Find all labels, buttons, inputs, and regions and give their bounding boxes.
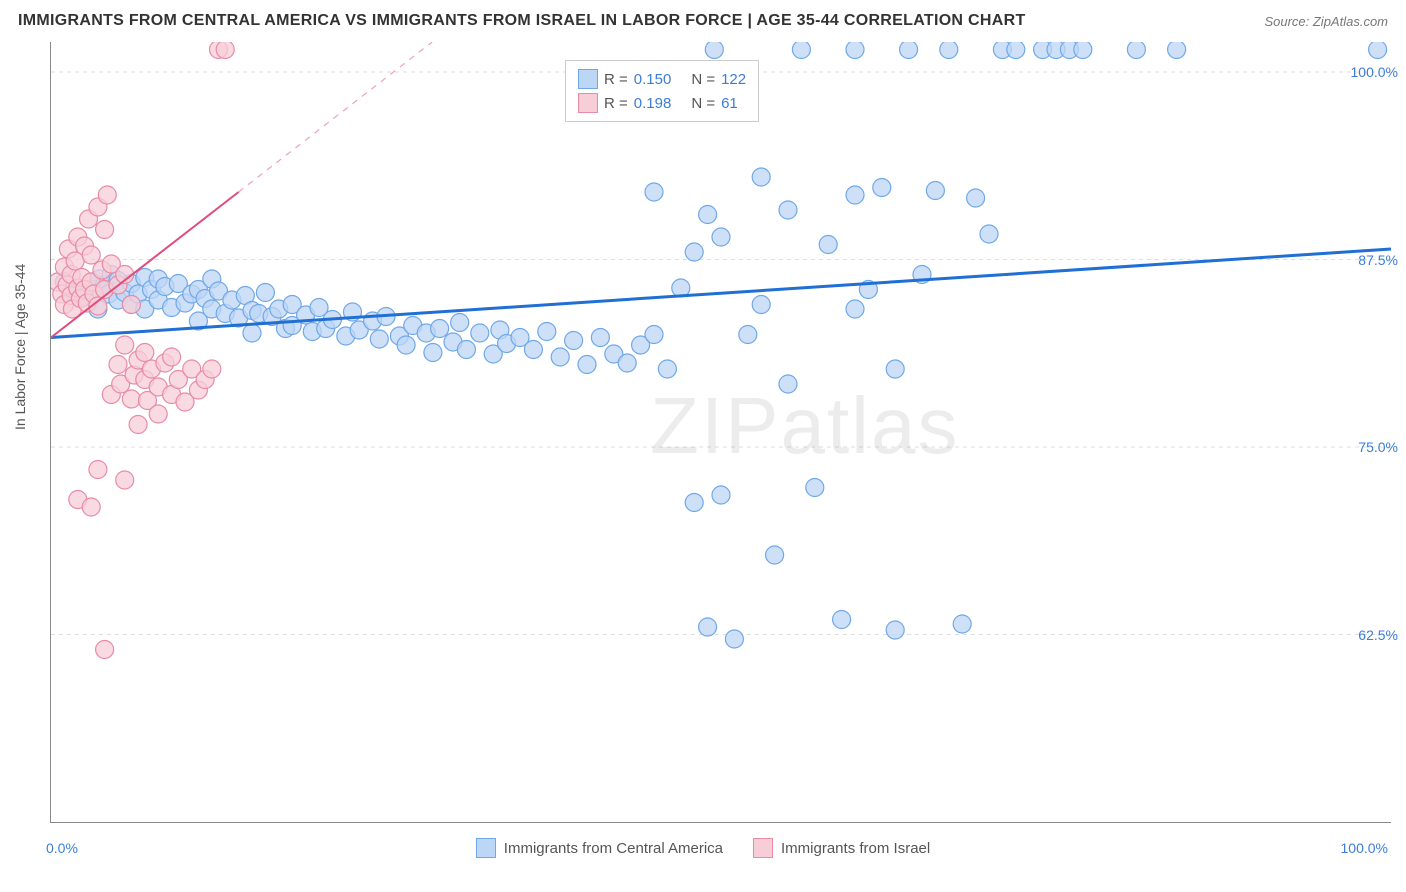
plot-area <box>50 42 1391 823</box>
y-tick-label: 75.0% <box>1358 439 1398 455</box>
chart-header: IMMIGRANTS FROM CENTRAL AMERICA VS IMMIG… <box>18 12 1388 30</box>
legend-n-value: 122 <box>721 71 746 88</box>
legend-swatch <box>578 69 598 89</box>
series-legend-item: Immigrants from Central America <box>476 838 723 858</box>
legend-swatch <box>578 93 598 113</box>
chart-title: IMMIGRANTS FROM CENTRAL AMERICA VS IMMIG… <box>18 12 1026 30</box>
legend-n-label: N = <box>691 71 715 88</box>
legend-swatch <box>476 838 496 858</box>
legend-r-value: 0.198 <box>634 95 672 112</box>
y-axis-label: In Labor Force | Age 35-44 <box>12 264 28 430</box>
y-tick-label: 87.5% <box>1358 252 1398 268</box>
y-tick-label: 62.5% <box>1358 627 1398 643</box>
legend-r-label: R = <box>604 95 628 112</box>
legend-r-label: R = <box>604 71 628 88</box>
series-legend-label: Immigrants from Israel <box>781 840 930 857</box>
series-legend: Immigrants from Central America Immigrant… <box>0 838 1406 858</box>
legend-n-label: N = <box>691 95 715 112</box>
legend-r-value: 0.150 <box>634 71 672 88</box>
legend-swatch <box>753 838 773 858</box>
legend-stat-row: R = 0.198 N = 61 <box>578 91 746 115</box>
y-tick-label: 100.0% <box>1351 64 1398 80</box>
series-legend-label: Immigrants from Central America <box>504 840 723 857</box>
legend-stat-row: R = 0.150 N = 122 <box>578 67 746 91</box>
series-legend-item: Immigrants from Israel <box>753 838 930 858</box>
correlation-legend-box: R = 0.150 N = 122 R = 0.198 N = 61 <box>565 60 759 122</box>
legend-n-value: 61 <box>721 95 738 112</box>
scatter-svg <box>51 42 1391 822</box>
source-credit: Source: ZipAtlas.com <box>1264 14 1388 29</box>
